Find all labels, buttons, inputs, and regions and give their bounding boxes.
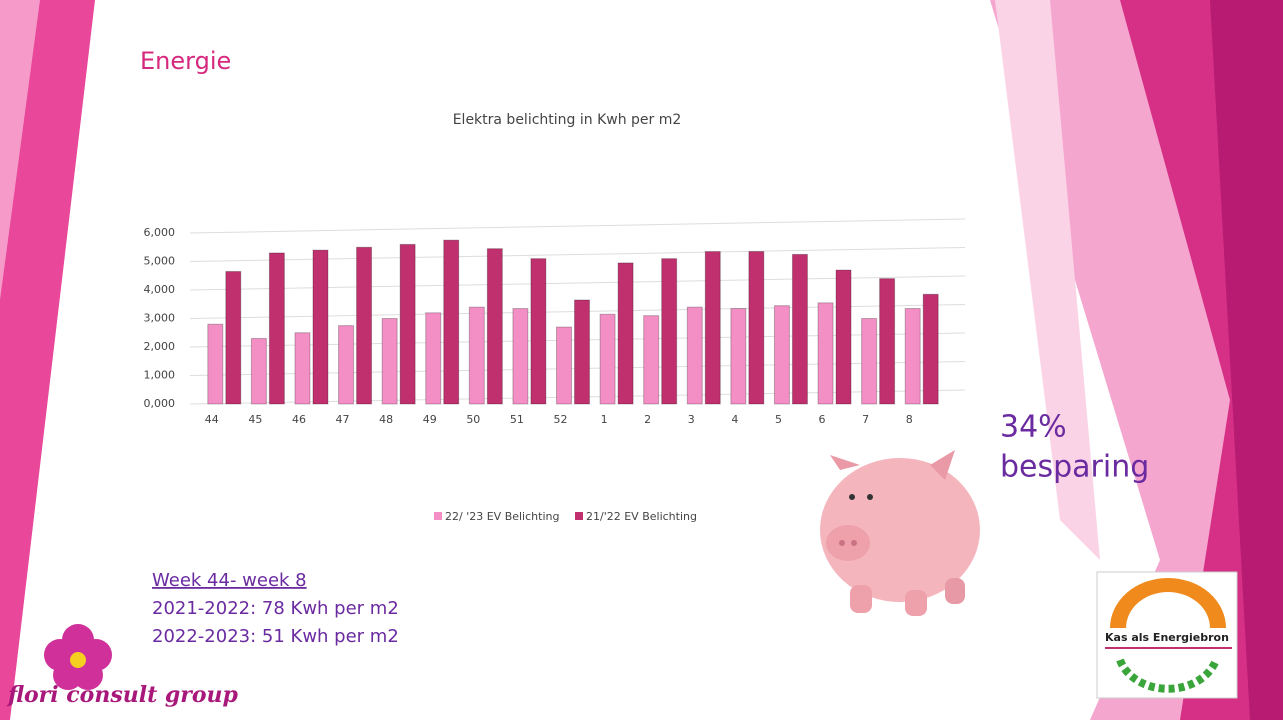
- x-tick-label: 45: [248, 413, 262, 426]
- y-tick-label: 6,000: [144, 226, 176, 239]
- y-tick-label: 5,000: [144, 255, 176, 268]
- x-tick-label: 5: [775, 413, 782, 426]
- x-tick-label: 2: [644, 413, 651, 426]
- bar: [905, 309, 920, 404]
- legend-label: 21/'22 EV Belichting: [586, 510, 697, 523]
- y-tick-label: 0,000: [144, 397, 176, 410]
- saving-pct: 34%: [1000, 410, 1067, 445]
- bar: [662, 259, 677, 404]
- bar: [339, 326, 354, 404]
- info-line: 2021-2022: 78 Kwh per m2: [152, 598, 399, 619]
- bar: [774, 306, 789, 404]
- bar: [749, 252, 764, 404]
- x-tick-label: 1: [601, 413, 608, 426]
- bar: [513, 309, 528, 404]
- x-tick-label: 51: [510, 413, 524, 426]
- legend-swatch: [575, 512, 583, 520]
- y-tick-label: 4,000: [144, 283, 176, 296]
- bar: [557, 327, 572, 404]
- grid-line: [190, 219, 965, 233]
- bar: [400, 244, 415, 404]
- slide: Energie Elektra belichting in Kwh per m2…: [0, 0, 1283, 720]
- legend-swatch: [434, 512, 442, 520]
- x-tick-label: 44: [205, 413, 219, 426]
- bar: [269, 253, 284, 404]
- bar: [382, 319, 397, 405]
- bar: [687, 307, 702, 404]
- y-tick-label: 2,000: [144, 340, 176, 353]
- bar: [731, 309, 746, 404]
- bar: [644, 316, 659, 404]
- chart-title: Elektra belichting in Kwh per m2: [453, 112, 682, 128]
- logo-text: flori consult group: [6, 682, 239, 708]
- info-line: 2022-2023: 51 Kwh per m2: [152, 626, 399, 647]
- piggy-bank: [820, 450, 980, 616]
- x-tick-label: 49: [423, 413, 437, 426]
- x-tick-label: 46: [292, 413, 306, 426]
- x-tick-label: 52: [554, 413, 568, 426]
- x-tick-label: 47: [336, 413, 350, 426]
- bar: [600, 314, 615, 404]
- x-tick-label: 8: [906, 413, 913, 426]
- bar: [444, 240, 459, 404]
- bar: [818, 303, 833, 404]
- bar: [313, 250, 328, 404]
- bar: [295, 333, 310, 404]
- bar: [618, 263, 633, 404]
- x-tick-label: 6: [819, 413, 826, 426]
- x-tick-label: 4: [731, 413, 738, 426]
- bar: [880, 279, 895, 404]
- bar: [226, 271, 241, 404]
- bar: [923, 294, 938, 404]
- y-tick-label: 1,000: [144, 369, 176, 382]
- legend-label: 22/ '23 EV Belichting: [445, 510, 559, 523]
- bar: [792, 254, 807, 404]
- bar: [251, 338, 266, 404]
- x-tick-label: 3: [688, 413, 695, 426]
- y-tick-label: 3,000: [144, 312, 176, 325]
- x-tick-label: 50: [466, 413, 480, 426]
- bar: [705, 252, 720, 404]
- bar: [836, 270, 851, 404]
- badge-text: Kas als Energiebron: [1105, 631, 1229, 644]
- bar: [426, 313, 441, 404]
- saving-word: besparing: [1000, 450, 1149, 485]
- bar: [357, 247, 372, 404]
- bar: [575, 300, 590, 404]
- period: Week 44- week 8: [152, 570, 307, 591]
- bar: [208, 324, 223, 404]
- bar: [487, 249, 502, 404]
- grid-line: [190, 248, 965, 262]
- x-tick-label: 48: [379, 413, 393, 426]
- slide-title: Energie: [140, 47, 231, 75]
- x-tick-label: 7: [862, 413, 869, 426]
- flower-logo: [44, 624, 112, 690]
- bar: [469, 307, 484, 404]
- bar: [862, 319, 877, 405]
- bar: [531, 259, 546, 404]
